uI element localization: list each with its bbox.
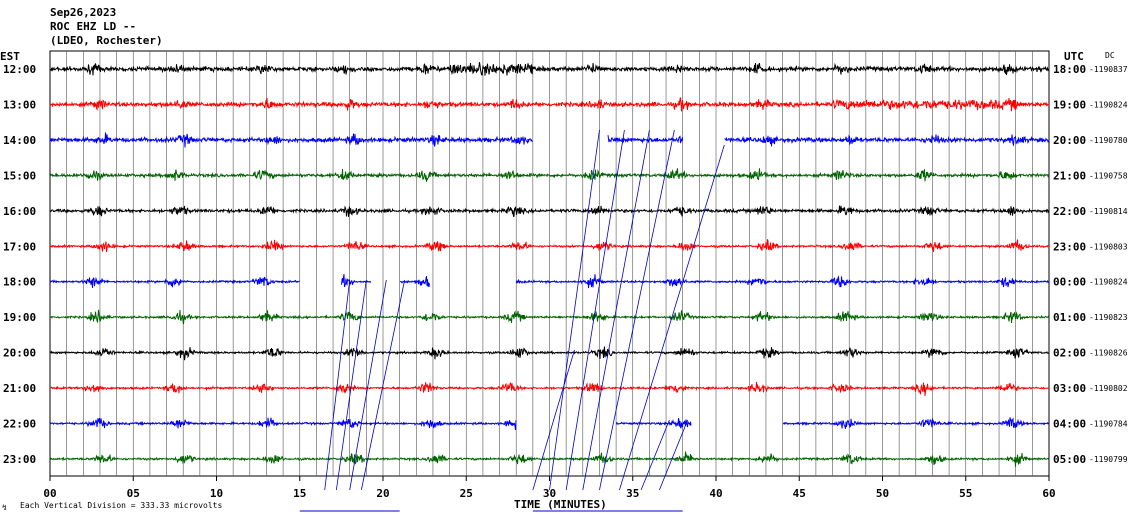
est-hour-label: 18:00 xyxy=(3,276,36,289)
dc-offset-label: -1190803 xyxy=(1089,242,1128,251)
dc-offset-label: -1190802 xyxy=(1089,384,1128,393)
est-hour-label: 19:00 xyxy=(3,311,36,324)
utc-hour-label: 02:00 xyxy=(1053,347,1086,360)
utc-hour-label: 03:00 xyxy=(1053,382,1086,395)
dc-offset-label: -1190837 xyxy=(1089,65,1128,74)
dc-label: DC xyxy=(1105,51,1115,60)
seismic-trace-row xyxy=(49,62,1050,76)
seismic-trace-row xyxy=(49,346,1050,361)
est-hour-label: 22:00 xyxy=(3,418,36,431)
utc-hour-label: 20:00 xyxy=(1053,134,1086,147)
seismic-trace-row xyxy=(49,168,1050,182)
x-tick-label: 30 xyxy=(543,487,556,500)
glitch-line xyxy=(349,279,387,491)
glitch-line xyxy=(582,129,650,491)
seismic-trace-row xyxy=(49,451,1050,467)
utc-hour-label: 18:00 xyxy=(1053,63,1086,76)
seismic-trace-row xyxy=(49,417,1050,431)
x-tick-label: 15 xyxy=(293,487,306,500)
scale-note: Each Vertical Division = 333.33 microvol… xyxy=(20,501,222,510)
est-hour-label: 16:00 xyxy=(3,205,36,218)
dc-offset-label: -1190823 xyxy=(1089,313,1128,322)
utc-hour-label: 23:00 xyxy=(1053,240,1086,253)
utc-zone-label: UTC xyxy=(1064,50,1084,63)
dc-offset-label: -1190824 xyxy=(1089,100,1128,109)
utc-hour-label: 00:00 xyxy=(1053,276,1086,289)
utc-hour-label: 04:00 xyxy=(1053,418,1086,431)
est-hour-label: 13:00 xyxy=(3,98,36,111)
seismic-trace-row xyxy=(49,274,1050,289)
network-label: (LDEO, Rochester) xyxy=(50,34,163,47)
trace-layer xyxy=(49,62,1050,467)
x-tick-label: 45 xyxy=(793,487,806,500)
glitch-line xyxy=(360,279,406,491)
utc-hour-label: 01:00 xyxy=(1053,311,1086,324)
dc-offset-label: -1190799 xyxy=(1089,455,1128,464)
dc-offset-label: -1190758 xyxy=(1089,171,1128,180)
seismic-trace-row xyxy=(49,205,1050,218)
est-hour-label: 23:00 xyxy=(3,453,36,466)
glitch-line xyxy=(640,419,670,491)
seismic-trace-row xyxy=(49,97,1050,112)
x-tick-label: 20 xyxy=(376,487,389,500)
glitch-line xyxy=(599,129,675,491)
glitch-line xyxy=(565,129,625,491)
utc-hour-label: 19:00 xyxy=(1053,98,1086,111)
scale-marker: ↯ xyxy=(2,503,7,512)
glitch-line xyxy=(549,129,600,491)
utc-hour-label: 05:00 xyxy=(1053,453,1086,466)
est-hour-label: 12:00 xyxy=(3,63,36,76)
x-tick-label: 50 xyxy=(876,487,889,500)
est-hour-label: 20:00 xyxy=(3,347,36,360)
x-axis-title: TIME (MINUTES) xyxy=(514,498,607,511)
dc-offset-label: -1190780 xyxy=(1089,136,1128,145)
seismic-trace-row xyxy=(49,381,1050,397)
est-hour-label: 17:00 xyxy=(3,240,36,253)
glitch-lines xyxy=(299,129,725,512)
est-zone-label: EST xyxy=(0,50,20,63)
est-hour-label: 15:00 xyxy=(3,169,36,182)
glitch-line xyxy=(619,144,725,491)
seismic-trace-row xyxy=(49,309,1050,325)
dc-offset-label: -1190826 xyxy=(1089,349,1128,358)
glitch-line xyxy=(532,349,575,491)
x-tick-label: 60 xyxy=(1042,487,1055,500)
x-tick-label: 00 xyxy=(43,487,56,500)
x-tick-label: 10 xyxy=(210,487,223,500)
x-tick-label: 25 xyxy=(460,487,473,500)
est-hour-label: 21:00 xyxy=(3,382,36,395)
seismic-trace-row xyxy=(49,132,1050,148)
dc-offset-label: -1190784 xyxy=(1089,420,1128,429)
dc-offset-label: -1190814 xyxy=(1089,207,1128,216)
utc-hour-label: 22:00 xyxy=(1053,205,1086,218)
utc-hour-label: 21:00 xyxy=(1053,169,1086,182)
est-hour-label: 14:00 xyxy=(3,134,36,147)
glitch-line xyxy=(324,279,351,491)
x-tick-label: 40 xyxy=(709,487,722,500)
x-tick-label: 35 xyxy=(626,487,639,500)
dc-offset-label: -1190824 xyxy=(1089,278,1128,287)
x-tick-label: 05 xyxy=(127,487,140,500)
glitch-line xyxy=(659,419,689,491)
date-label: Sep26,2023 xyxy=(50,6,116,19)
seismic-trace-row xyxy=(49,239,1050,253)
glitch-line xyxy=(335,279,367,491)
x-tick-label: 55 xyxy=(959,487,972,500)
minute-grid xyxy=(49,50,1050,477)
station-label: ROC EHZ LD -- xyxy=(50,20,136,33)
